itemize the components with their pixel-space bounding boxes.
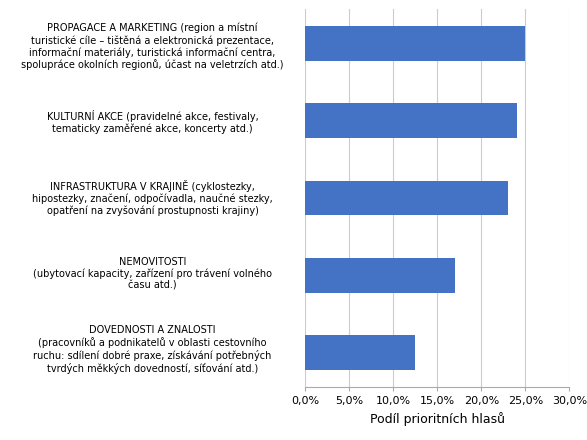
Text: PROPAGACE A MARKETING (region a místní
turistické cíle – tištěná a elektronická : PROPAGACE A MARKETING (region a místní t… [21, 23, 284, 70]
Bar [305, 258, 455, 293]
Bar [305, 26, 525, 61]
Text: KULTURNÍ AKCE (pravidelné akce, festivaly,
tematicky zaměřené akce, koncerty atd: KULTURNÍ AKCE (pravidelné akce, festival… [47, 110, 258, 135]
Bar [305, 180, 508, 216]
Bar [305, 103, 517, 138]
X-axis label: Podíl prioritních hlasů: Podíl prioritních hlasů [370, 412, 505, 426]
Text: INFRASTRUKTURA V KRAJINĚ (cyklostezky,
hipostezky, značení, odpočívadla, naučné : INFRASTRUKTURA V KRAJINĚ (cyklostezky, h… [32, 180, 273, 216]
Bar [305, 335, 416, 370]
Text: NEMOVITOSTI
(ubytovací kapacity, zařízení pro trávení volného
času atd.): NEMOVITOSTI (ubytovací kapacity, zařízen… [33, 257, 272, 290]
Text: DOVEDNOSTI A ZNALOSTI
(pracovníků a podnikatelů v oblasti cestovního
ruchu: sdíl: DOVEDNOSTI A ZNALOSTI (pracovníků a podn… [33, 325, 272, 374]
